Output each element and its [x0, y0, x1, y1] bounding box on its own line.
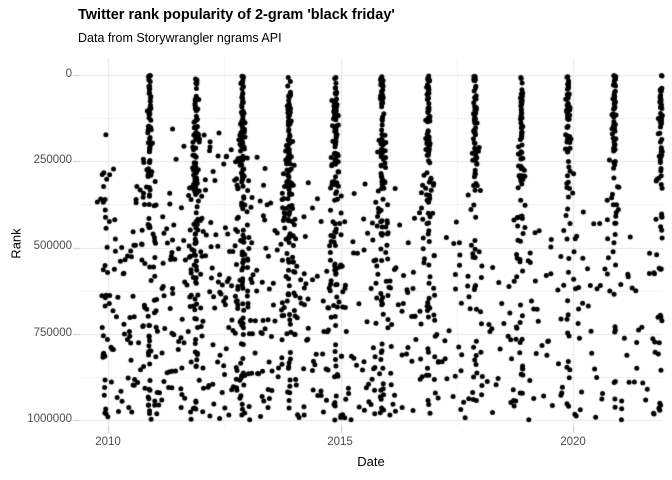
x-tick-label-2015: 2015	[327, 436, 353, 448]
y-tick-label-1000000: 1000000	[27, 413, 72, 425]
y-tick-label-0: 0	[65, 68, 72, 80]
x-tick-label-2020: 2020	[560, 436, 586, 448]
x-tick-label-2010: 2010	[95, 436, 121, 448]
y-tick-label-500000: 500000	[33, 240, 72, 252]
plot-title: Twitter rank popularity of 2-gram 'black…	[78, 7, 395, 23]
x-axis-title: Date	[357, 454, 385, 469]
y-tick-label-750000: 750000	[33, 327, 72, 339]
y-tick-label-250000: 250000	[33, 154, 72, 166]
y-axis-title: Rank	[8, 228, 24, 259]
plot-subtitle: Data from Storywrangler ngrams API	[78, 31, 282, 45]
